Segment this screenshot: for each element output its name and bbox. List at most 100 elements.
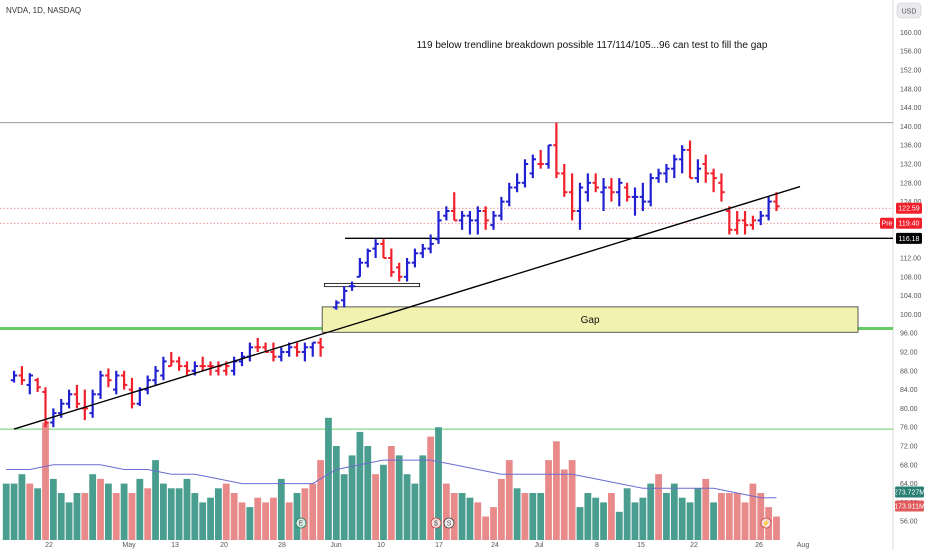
y-tick-label: 72.00 — [900, 444, 918, 451]
y-tick-label: 160.00 — [900, 30, 922, 37]
currency-label: USD — [902, 9, 917, 16]
volume-bar — [176, 488, 183, 540]
volume-bar — [380, 465, 387, 540]
volume-bar — [506, 460, 513, 540]
volume-bar — [74, 493, 81, 540]
y-tick-label: 108.00 — [900, 274, 922, 281]
y-tick-label: 76.00 — [900, 425, 918, 432]
volume-bar — [113, 493, 120, 540]
volume-bar — [553, 441, 560, 540]
volume-bar — [419, 455, 426, 540]
volume-bar — [624, 488, 631, 540]
premarket-tag-label: Pre — [882, 221, 893, 228]
price-axis[interactable]: 56.0060.0064.0068.0072.0076.0080.0084.00… — [894, 0, 932, 550]
x-tick-label: Jul — [535, 542, 544, 549]
volume-bar — [569, 460, 576, 540]
volume-bar — [537, 493, 544, 540]
volume-bar — [11, 484, 18, 540]
volume-bar — [718, 493, 725, 540]
volume-bar — [372, 474, 379, 540]
y-tick-label: 80.00 — [900, 406, 918, 413]
volume-bar — [317, 460, 324, 540]
volume-bar — [443, 484, 450, 540]
volume-badge-label: 273.727M — [894, 490, 925, 497]
event-icon-glyph: $ — [434, 521, 438, 528]
volume-bar — [694, 488, 701, 540]
y-tick-label: 144.00 — [900, 105, 922, 112]
event-icon-glyph: ⚡ — [762, 519, 771, 528]
gap-zone: Gap — [322, 307, 858, 332]
volume-bar — [121, 484, 128, 540]
volume-bar — [561, 470, 568, 541]
y-tick-label: 132.00 — [900, 162, 922, 169]
volume-bar — [309, 484, 316, 540]
price-badge-label: 119.40 — [899, 221, 920, 228]
volume-bar — [286, 502, 293, 540]
volume-bar — [357, 432, 364, 540]
volume-badge-label: 173.911M — [894, 504, 925, 511]
volume-bar — [254, 498, 261, 540]
y-tick-label: 88.00 — [900, 368, 918, 375]
volume-bar — [144, 488, 151, 540]
volume-bar — [616, 512, 623, 540]
volume-bar — [750, 484, 757, 540]
volume-bar — [191, 493, 198, 540]
x-tick-label: 10 — [377, 542, 385, 549]
y-tick-label: 156.00 — [900, 49, 922, 56]
price-badge-label: 122.59 — [898, 206, 920, 213]
y-tick-label: 148.00 — [900, 86, 922, 93]
volume-bar — [679, 498, 686, 540]
volume-bar — [364, 446, 371, 540]
volume-bar — [757, 493, 764, 540]
y-tick-label: 92.00 — [900, 350, 918, 357]
x-tick-label: 22 — [45, 542, 53, 549]
x-tick-label: Jun — [330, 542, 341, 549]
volume-bar — [19, 474, 26, 540]
volume-bar — [270, 498, 277, 540]
volume-bar — [50, 479, 57, 540]
volume-bar — [773, 517, 780, 541]
x-tick-label: 15 — [637, 542, 645, 549]
event-icon-glyph: S — [447, 521, 452, 528]
volume-bar — [663, 493, 670, 540]
volume-bar — [136, 479, 143, 540]
volume-bar — [522, 493, 529, 540]
volume-bar — [632, 502, 639, 540]
volume-bar — [451, 493, 458, 540]
volume-bar — [294, 493, 301, 540]
annotation-note: 119 below trendline breakdown possible 1… — [417, 40, 768, 51]
event-icon-glyph: E — [299, 521, 304, 528]
volume-bar — [459, 493, 466, 540]
volume-bar — [687, 502, 694, 540]
volume-bar — [81, 493, 88, 540]
volume-bar — [710, 502, 717, 540]
volume-bar — [262, 502, 269, 540]
volume-bar — [223, 484, 230, 540]
volume-bar — [467, 498, 474, 540]
volume-bar — [639, 498, 646, 540]
y-tick-label: 68.00 — [900, 462, 918, 469]
volume-bar — [341, 474, 348, 540]
y-tick-label: 140.00 — [900, 124, 922, 131]
volume-bar — [231, 493, 238, 540]
volume-bar — [152, 460, 159, 540]
volume-bar — [129, 493, 136, 540]
volume-bar — [734, 493, 741, 540]
volume-bar — [26, 484, 33, 540]
y-tick-label: 104.00 — [900, 293, 922, 300]
volume-bar — [199, 502, 206, 540]
volume-bar — [349, 455, 356, 540]
y-tick-label: 100.00 — [900, 312, 922, 319]
volume-bar — [742, 502, 749, 540]
volume-bar — [474, 502, 481, 540]
volume-bar — [97, 479, 104, 540]
volume-bar — [584, 493, 591, 540]
x-tick-label: 17 — [435, 542, 443, 549]
volume-bar — [278, 479, 285, 540]
y-tick-label: 84.00 — [900, 387, 918, 394]
gap-label: Gap — [581, 315, 600, 326]
x-tick-label: 28 — [278, 542, 286, 549]
y-tick-label: 136.00 — [900, 143, 922, 150]
price-badge-label: 116.18 — [899, 236, 920, 243]
